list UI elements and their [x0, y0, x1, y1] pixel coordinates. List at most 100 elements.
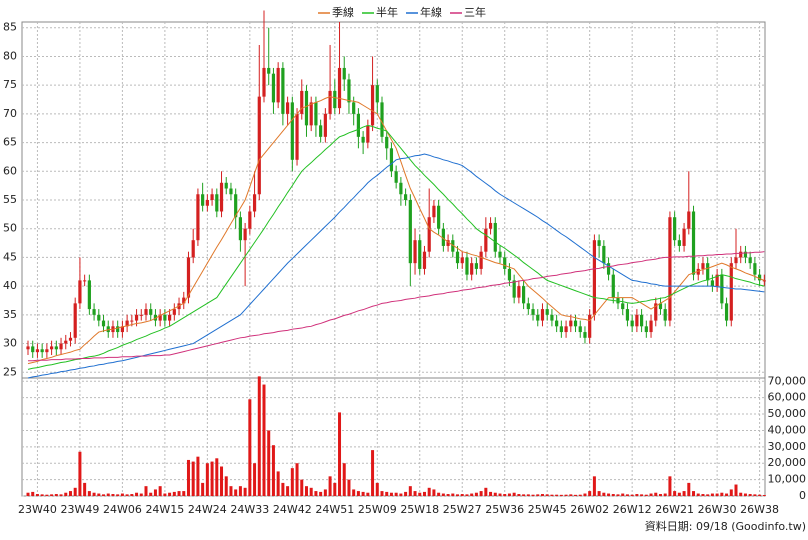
volume-bar [451, 493, 455, 496]
candle-body [531, 309, 535, 315]
volume-bar [78, 451, 82, 496]
volume-bar [654, 492, 658, 496]
volume-bar [446, 494, 450, 496]
candle-body [573, 320, 578, 327]
candle-body [385, 136, 389, 149]
x-tick-label: 24W06 [103, 503, 142, 516]
candle-body [640, 314, 644, 327]
candle-body [569, 320, 573, 327]
volume-bar [92, 492, 96, 496]
volume-bar [427, 487, 431, 496]
volume-panel [21, 377, 766, 497]
volume-bar [578, 494, 582, 496]
volume-bar [238, 486, 242, 496]
candle-body [729, 263, 733, 321]
candle-body [621, 303, 625, 310]
candle-body [644, 326, 648, 333]
volume-bar [460, 494, 464, 496]
volume-bar [220, 466, 224, 496]
ma-line [27, 124, 765, 370]
candle-body [484, 228, 488, 252]
volume-bar [725, 493, 729, 496]
candle-body [45, 349, 49, 353]
candle-body [120, 326, 124, 333]
candle-body [389, 148, 394, 172]
candle-body [215, 194, 219, 212]
candle-body [323, 113, 327, 137]
candle-body [182, 297, 186, 304]
candle-body [73, 303, 77, 338]
candle-body [748, 257, 752, 264]
volume-bar [125, 494, 129, 496]
candle-body [559, 326, 563, 333]
x-tick-label: 26W02 [570, 503, 609, 516]
volume-bar [673, 491, 677, 496]
candle-body [663, 309, 667, 321]
volume-tick-label: 10,000 [768, 473, 807, 486]
candle-body [356, 113, 360, 137]
candle-body [413, 240, 417, 264]
volume-bar [262, 384, 266, 496]
volume-bar [399, 493, 403, 496]
candle-body [234, 194, 238, 218]
candle-body [50, 346, 54, 350]
volume-bar [607, 493, 611, 496]
volume-bar [338, 412, 342, 496]
candle-body [517, 286, 521, 298]
candle-body [583, 332, 587, 338]
candle-body [479, 251, 483, 269]
volume-bar [304, 486, 308, 496]
candle-body [762, 280, 766, 282]
candle-body [163, 314, 167, 321]
footer: 資料日期: 09/18 (Goodinfo.tw) [645, 519, 806, 533]
volume-tick-label: 60,000 [768, 391, 807, 404]
volume-bar [158, 486, 162, 496]
candle-body [493, 222, 497, 252]
candle-body [229, 188, 233, 195]
volume-bar [356, 491, 360, 496]
x-tick-label: 26W38 [740, 503, 779, 516]
volume-bar [120, 493, 124, 496]
candle-body [186, 257, 191, 298]
candle-body [536, 314, 540, 321]
volume-bar [281, 482, 285, 496]
candle-body [380, 102, 384, 137]
volume-tick-label: 0 [799, 489, 806, 502]
volume-bar [479, 491, 483, 496]
volume-bar [710, 493, 714, 496]
volume-bar [163, 493, 167, 496]
candle-body [144, 309, 148, 315]
volume-bar [729, 489, 733, 496]
candle-body [602, 245, 606, 264]
candle-body [201, 194, 205, 206]
candle-body [64, 340, 68, 344]
candle-body [470, 263, 474, 275]
candle-body [149, 309, 153, 315]
volume-bar [658, 494, 662, 496]
volume-bar [404, 491, 408, 496]
volume-bar [602, 492, 606, 496]
volume-bar [186, 459, 190, 496]
volume-bar [243, 487, 247, 496]
y-tick-label: 30 [3, 337, 17, 350]
volume-bar [205, 463, 209, 496]
candle-body [526, 303, 530, 310]
candle-body [673, 217, 677, 241]
candle-body [366, 125, 370, 143]
volume-bar [456, 494, 460, 496]
volume-bar [489, 491, 493, 496]
volume-bar [437, 492, 441, 496]
candle-body [597, 240, 601, 246]
volume-tick-label: 30,000 [768, 440, 807, 453]
volume-bar [229, 486, 233, 496]
volume-bar [111, 494, 115, 496]
candle-body [262, 67, 266, 97]
candle-body [578, 326, 582, 333]
volume-bar [441, 493, 445, 496]
volume-bar [73, 487, 77, 496]
volume-bar [309, 487, 313, 496]
volume-bar [687, 482, 691, 496]
volume-bar [555, 494, 559, 496]
candle-body [611, 274, 615, 298]
candle-body [309, 102, 313, 126]
